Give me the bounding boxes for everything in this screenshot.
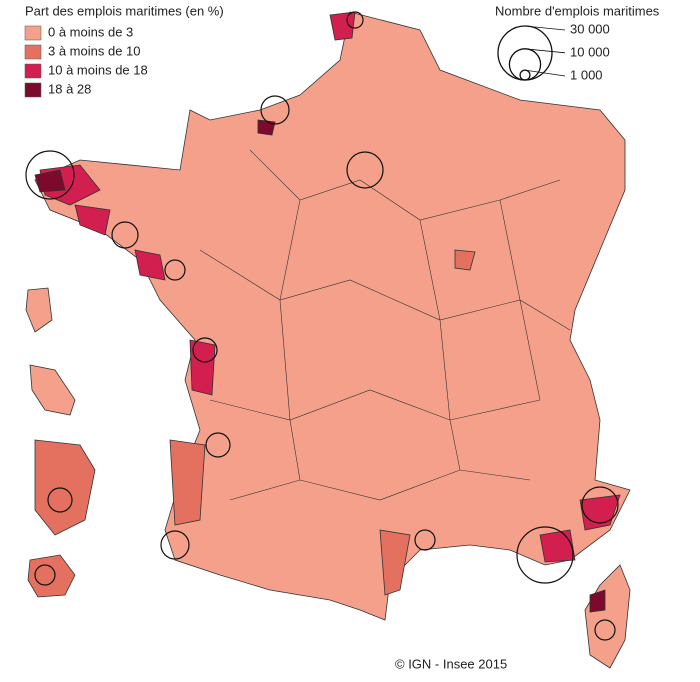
bubble: [160, 530, 190, 560]
legend-swatch: [24, 25, 42, 41]
bubble: [594, 619, 616, 641]
inland-zone: [454, 249, 476, 271]
size-legend-title: Nombre d'emplois maritimes: [495, 3, 660, 18]
internal-borders: [199, 149, 571, 501]
coast-zone: [74, 204, 111, 236]
source: © IGN - Insee 2015: [395, 656, 507, 671]
legend-label: 0 à moins de 3: [48, 24, 133, 39]
legend-label: 3 à moins de 10: [48, 43, 141, 58]
size-legend-label: 30 000: [570, 21, 610, 36]
bubble: [164, 259, 186, 281]
coast-zone: [257, 119, 276, 136]
bubble: [414, 529, 436, 551]
size-legend-circle: [519, 69, 531, 81]
overseas-reunion: [27, 554, 76, 598]
corsica: [584, 564, 631, 669]
overseas-martinique: [29, 364, 76, 416]
mainland: [34, 11, 631, 621]
size-legend-leader: [524, 48, 566, 54]
coast-zone: [379, 529, 411, 596]
bubble: [346, 151, 384, 189]
overseas-guadeloupe: [25, 287, 53, 333]
bubble: [34, 564, 56, 586]
coast-zone: [539, 529, 576, 563]
coast-zone: [329, 11, 356, 41]
size-legend-label: 1 000: [570, 67, 603, 82]
bubble: [205, 432, 231, 458]
bubble: [25, 150, 75, 200]
legend-swatch: [24, 63, 42, 79]
bubble: [47, 487, 73, 513]
bubble: [581, 486, 619, 524]
size-legend-label: 10 000: [570, 44, 610, 59]
coast-zone: [34, 169, 66, 193]
share-legend-title: Part des emplois maritimes (en %): [25, 3, 224, 18]
bubble: [346, 11, 364, 29]
bubble: [192, 337, 218, 363]
coast-zone: [169, 439, 206, 526]
size-legend-leader: [524, 25, 566, 31]
coast-zone: [579, 494, 621, 531]
bubble: [260, 95, 290, 125]
map-shapes: [25, 11, 631, 669]
size-legend-leader: [524, 69, 566, 77]
size-legend-circle: [508, 48, 542, 81]
bubble: [111, 221, 139, 249]
coast-zone: [189, 339, 216, 396]
overseas-guyane: [34, 439, 96, 536]
bubble: [516, 526, 574, 584]
legend-label: 10 à moins de 18: [48, 62, 148, 77]
legend-swatch: [24, 44, 42, 60]
size-legend-circle: [497, 25, 553, 81]
legend-label: 18 à 28: [48, 81, 91, 96]
coast-zone: [134, 249, 166, 281]
legend-swatch: [24, 82, 42, 98]
coast-zone: [589, 589, 606, 613]
